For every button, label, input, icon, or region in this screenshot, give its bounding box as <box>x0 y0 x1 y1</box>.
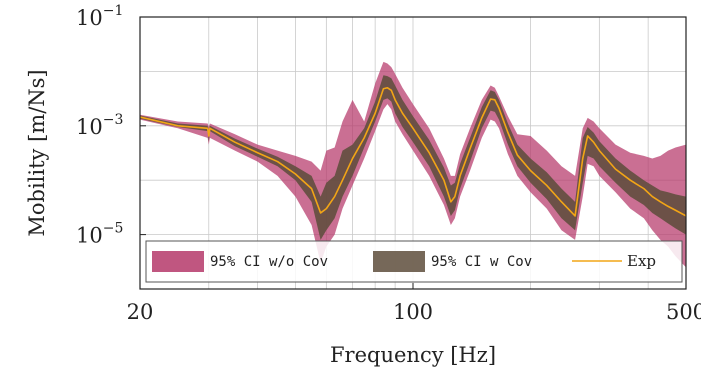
x-tick-label: 100 <box>393 300 433 324</box>
legend-swatch <box>152 251 204 272</box>
y-tick-label: 10−1 <box>76 3 123 30</box>
legend: 95% CI w/o Cov 95% CI w Cov Exp <box>145 240 683 283</box>
axis-ticks: 20 100 500 10−1 10−3 10−5 <box>76 3 701 324</box>
series-band <box>140 75 686 240</box>
x-tick-label: 20 <box>127 300 154 324</box>
legend-swatch <box>373 251 425 272</box>
y-tick-label: 10−3 <box>76 112 123 139</box>
legend-label: Exp <box>627 252 656 270</box>
x-axis-label: Frequency [Hz] <box>330 343 496 367</box>
series-line-exp <box>140 86 686 217</box>
legend-label: 95% CI w Cov <box>431 254 532 270</box>
x-tick-label: 500 <box>666 300 701 324</box>
series-layer <box>140 61 686 268</box>
legend-label: 95% CI w/o Cov <box>210 254 328 270</box>
y-tick-label: 10−5 <box>76 221 123 248</box>
y-axis-label: Mobility [m/Ns] <box>25 69 49 236</box>
